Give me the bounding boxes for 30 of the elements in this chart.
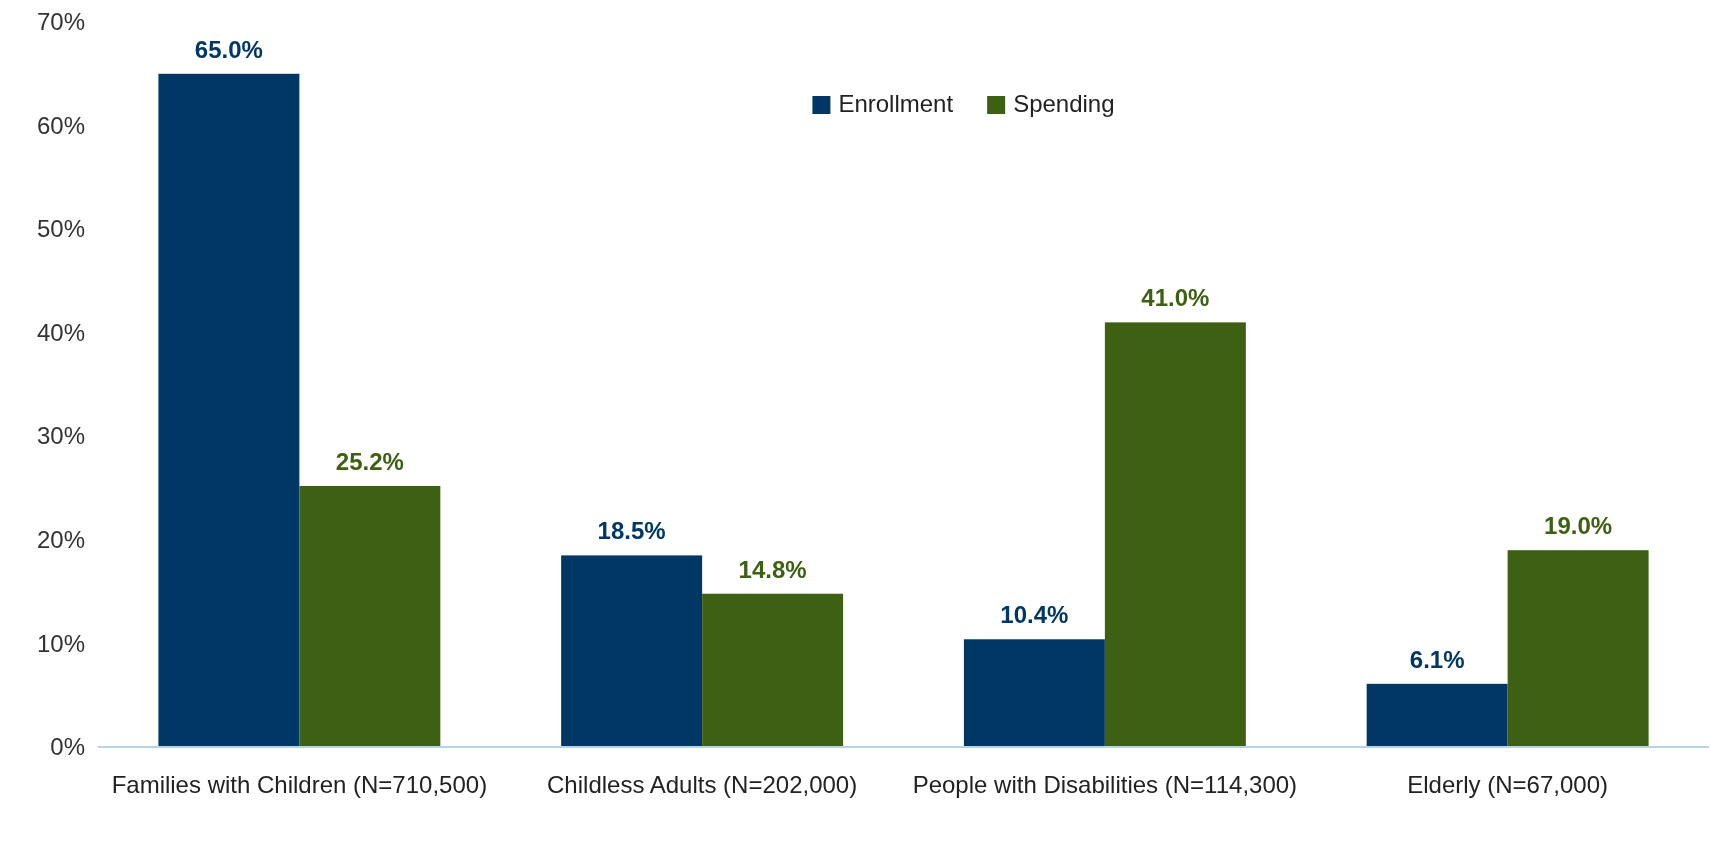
bar — [158, 73, 300, 747]
text: 19.0% — [1544, 512, 1613, 540]
text: 10.4% — [1000, 601, 1069, 629]
text: 25.2% — [335, 448, 404, 475]
bar — [702, 593, 844, 747]
y-tick-label: 40% — [36, 318, 85, 346]
y-tick-label: 30% — [36, 422, 85, 450]
y-tick-label: 0% — [50, 733, 85, 761]
bar — [1366, 683, 1508, 747]
y-tick-label: 20% — [36, 526, 85, 554]
text: 14.8% — [738, 555, 807, 583]
y-tick-label: 50% — [36, 215, 85, 243]
text: 41.0% — [1141, 284, 1210, 312]
x-tick-label: Families with Children (N=710,500) — [111, 771, 488, 798]
x-tick-label: Elderly (N=67,000) — [1407, 771, 1609, 798]
bar — [1507, 550, 1649, 747]
y-tick-label: 70% — [36, 8, 85, 36]
text: 18.5% — [597, 517, 666, 545]
legend-label: Spending — [1013, 90, 1115, 117]
text: 6.1% — [1409, 645, 1465, 673]
text: 65.0% — [194, 35, 263, 63]
bar — [963, 639, 1105, 747]
x-tick-label: People with Disabilities (N=114,300) — [912, 771, 1298, 798]
bar — [299, 486, 441, 747]
bar — [561, 555, 703, 747]
legend-label: Enrollment — [838, 90, 954, 117]
y-tick-label: 60% — [36, 111, 85, 139]
y-tick-label: 10% — [36, 629, 85, 657]
bar — [1104, 322, 1246, 747]
x-tick-label: Childless Adults (N=202,000) — [547, 771, 858, 798]
